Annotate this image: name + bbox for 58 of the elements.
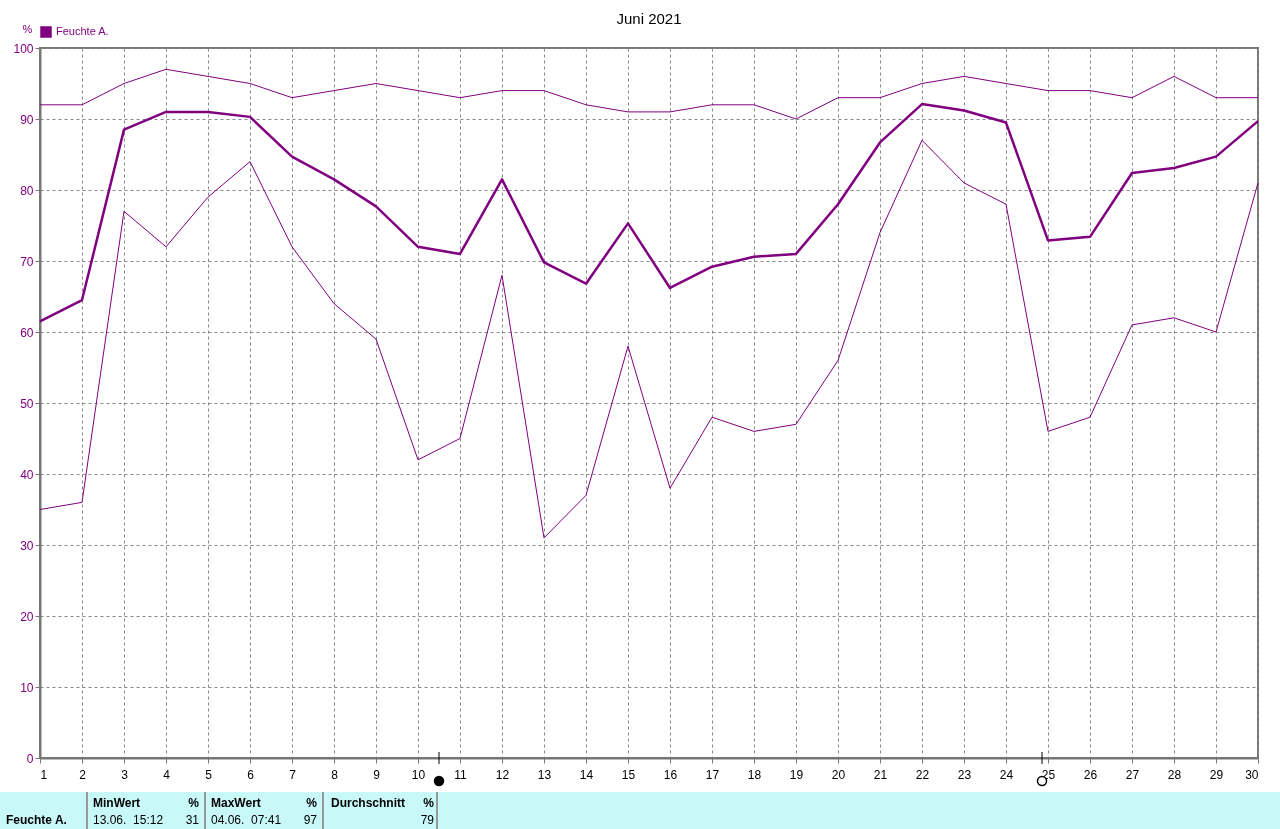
x-tick-label: 10 [411,767,426,782]
y-tick-label: 20 [20,609,34,624]
x-tick-label: 16 [663,767,678,782]
y-tick-label: 100 [13,41,34,56]
x-tick-label: 21 [873,767,888,782]
y-tick-label: 60 [20,325,34,340]
x-tick-label: 3 [121,767,129,782]
y-tick-label: 90 [20,112,34,127]
x-tick-label: 8 [331,767,339,782]
text: 13.06. 15:12 [93,813,164,827]
text: Feuchte A. [6,813,67,827]
x-tick-label: 5 [205,767,213,782]
y-tick-label: 80 [20,183,34,198]
x-tick-label: 6 [247,767,255,782]
text: 04.06. 07:41 [211,813,282,827]
text: % [188,796,199,810]
x-tick-label: 1 [40,767,48,782]
text: % [306,796,317,810]
x-tick-label: 12 [495,767,510,782]
x-tick-label: 19 [789,767,804,782]
x-tick-label: 15 [621,767,636,782]
x-tick-label: 30 [1245,767,1259,782]
chart-title: Juni 2021 [616,10,682,27]
x-tick-label: 13 [537,767,552,782]
x-tick-label: 17 [705,767,720,782]
line-series [39,68,1259,120]
line-series [38,102,1260,323]
y-axis-title: % [22,22,33,35]
y-tick-label: 50 [20,396,34,411]
x-tick-label: 28 [1167,767,1182,782]
x-tick-label: 27 [1125,767,1140,782]
text: 79 [420,813,434,827]
text: Durchschnitt [331,796,406,810]
text: % [423,796,434,810]
x-tick-label: 18 [747,767,762,782]
legend-label: Feuchte A. [56,25,109,37]
text: MaxWert [211,796,261,810]
y-tick-label: 70 [20,254,34,269]
x-tick-label: 7 [289,767,297,782]
x-tick-label: 4 [163,767,171,782]
y-tick-label: 40 [20,467,34,482]
text: 31 [185,813,199,827]
x-tick-label: 2 [79,767,87,782]
x-tick-label: 11 [454,767,468,782]
x-tick-label: 22 [915,767,930,782]
y-tick-label: 10 [20,680,34,695]
line-series [39,139,1259,539]
text: MinWert [93,796,141,810]
x-tick-label: 14 [579,767,594,782]
y-tick-label: 0 [26,751,34,766]
text: 97 [303,813,317,827]
x-tick-label: 29 [1209,767,1224,782]
x-tick-label: 20 [831,767,846,782]
x-tick-label: 9 [373,767,381,782]
x-tick-label: 23 [957,767,972,782]
x-tick-label: 26 [1083,767,1098,782]
y-tick-label: 30 [20,538,34,553]
x-tick-label: 24 [999,767,1014,782]
